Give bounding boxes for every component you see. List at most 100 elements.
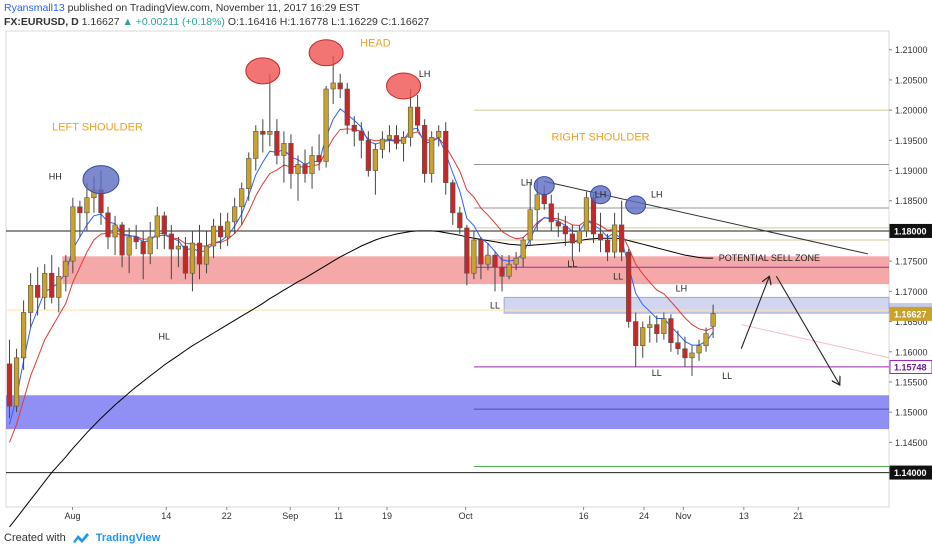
candle-body [570, 234, 575, 243]
candle-body [42, 273, 47, 297]
chart-annotation: HL [159, 332, 171, 342]
chart-annotation: LL [722, 371, 732, 381]
swing-marker-blue [83, 166, 119, 194]
candle-body [162, 216, 167, 234]
candle-body [450, 183, 455, 213]
candle-body [704, 334, 709, 346]
y-tick-label: 1.19500 [895, 136, 928, 146]
chart-annotation: LL [490, 300, 500, 310]
candle-body [35, 285, 40, 297]
y-tick-label: 1.19000 [895, 166, 928, 176]
candle-body [253, 131, 258, 158]
chart-annotation: LH [521, 178, 533, 188]
candle-body [500, 267, 505, 276]
chart-annotation: LH [676, 283, 688, 293]
candle-body [296, 164, 301, 173]
candle-body [232, 207, 237, 222]
candle-body [7, 364, 12, 406]
candle-body [655, 325, 660, 334]
candle-body [640, 328, 645, 346]
chart-annotation: HH [49, 172, 62, 182]
candle-body [626, 252, 631, 321]
candle-body [711, 314, 716, 327]
tradingview-logo-icon [72, 532, 90, 544]
x-tick-label: 13 [739, 511, 749, 521]
candle-body [542, 195, 547, 204]
price-label: 1.18000 [894, 226, 927, 236]
candle-body [697, 346, 702, 353]
y-tick-label: 1.20500 [895, 75, 928, 85]
swing-marker-red [309, 40, 343, 66]
candle-body [85, 198, 90, 213]
y-tick-label: 1.17000 [895, 287, 928, 297]
candle-body [127, 237, 132, 255]
swing-marker-blue [626, 196, 646, 214]
x-tick-label: 24 [639, 511, 649, 521]
candle-body [169, 234, 174, 249]
candle-body [49, 273, 54, 297]
candle-body [380, 139, 385, 149]
footer: Created with TradingView [4, 528, 160, 548]
candle-body [134, 237, 139, 242]
chart-annotation: LL [652, 368, 662, 378]
candle-body [64, 261, 69, 276]
x-tick-label: 21 [793, 511, 803, 521]
y-tick-label: 1.17500 [895, 257, 928, 267]
candle-body [190, 243, 195, 273]
x-tick-label: Oct [459, 511, 474, 521]
candle-body [662, 319, 667, 334]
candle-body [211, 226, 216, 246]
candle-body [394, 136, 399, 144]
chart-annotation: LL [613, 271, 623, 281]
y-tick-label: 1.21000 [895, 45, 928, 55]
candle-body [310, 155, 315, 173]
candle-body [183, 246, 188, 273]
x-tick-label: Nov [675, 511, 692, 521]
candle-body [408, 107, 413, 137]
x-tick-label: Sep [282, 511, 298, 521]
candle-body [415, 107, 420, 125]
chart-annotation: LH [651, 190, 663, 200]
price-label: 1.15748 [894, 362, 927, 372]
chart-annotation: LL [567, 259, 577, 269]
candle-body [401, 137, 406, 143]
candle-body [549, 204, 554, 222]
y-tick-label: 1.15500 [895, 377, 928, 387]
candle-body [619, 225, 624, 252]
candle-body [605, 240, 610, 252]
candle-body [176, 246, 181, 249]
candle-body [113, 225, 118, 237]
candle-body [563, 226, 568, 234]
candle-body [584, 198, 589, 231]
candle-body [612, 225, 617, 252]
candle-body [331, 83, 336, 89]
time-axis: Aug 14 22 Sep 11 19 Oct 16 24 Nov 13 21 [65, 507, 804, 521]
support-zone [6, 395, 889, 429]
candle-body [78, 207, 83, 213]
candle-body [218, 226, 223, 237]
candle-body [352, 125, 357, 131]
candle-body [282, 143, 287, 155]
candle-body [197, 243, 202, 264]
candle-body [148, 237, 153, 254]
swing-marker-red [387, 73, 421, 99]
candle-body [591, 198, 596, 234]
candle-body [289, 143, 294, 173]
candle-body [577, 231, 582, 243]
candle-body [345, 89, 350, 125]
candle-body [246, 158, 251, 188]
candle-body [690, 353, 695, 358]
y-tick-label: 1.16000 [895, 347, 928, 357]
created-with-label: Created with [4, 532, 66, 544]
blue-band-zone [504, 297, 889, 313]
candle-body [514, 258, 519, 264]
price-label: 1.16627 [894, 309, 927, 319]
tradingview-brand[interactable]: TradingView [96, 532, 161, 544]
candle-body [387, 136, 392, 140]
swing-marker-red [246, 58, 280, 84]
candle-body [366, 140, 371, 170]
y-tick-label: 1.15000 [895, 408, 928, 418]
candle-body [647, 325, 652, 328]
